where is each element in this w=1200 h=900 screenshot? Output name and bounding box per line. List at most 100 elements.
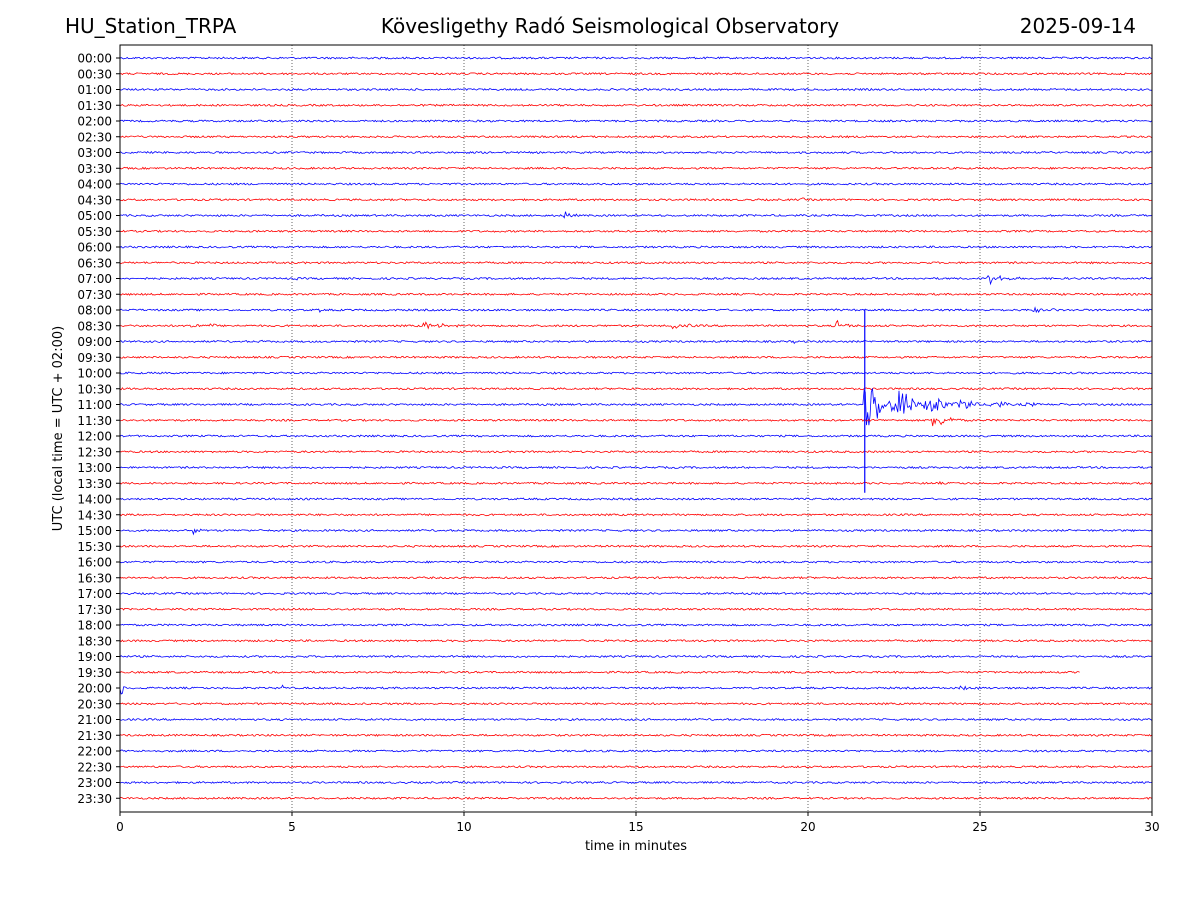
- x-grid: [291, 45, 981, 812]
- trace-12:30: [119, 450, 1152, 454]
- y-tick-label: 12:30: [77, 445, 112, 459]
- trace-04:00: [119, 182, 1152, 186]
- y-tick-label: 15:00: [77, 524, 112, 538]
- trace-16:00: [119, 560, 1152, 564]
- y-tick-label: 23:00: [77, 776, 112, 790]
- trace-05:30: [119, 229, 1152, 233]
- trace-00:30: [119, 72, 1153, 76]
- trace-19:30: [119, 670, 1080, 674]
- y-tick-label: 20:00: [77, 682, 112, 696]
- trace-20:30: [119, 702, 1152, 706]
- y-tick-label: 01:30: [77, 99, 112, 113]
- trace-21:00: [119, 717, 1153, 722]
- trace-11:00: [119, 388, 1152, 426]
- y-tick-label: 13:30: [77, 477, 112, 491]
- trace-03:00: [119, 150, 1152, 155]
- chart-title: Kövesligethy Radó Seismological Observat…: [380, 14, 840, 38]
- y-axis-label: UTC (local time = UTC + 02:00): [51, 326, 66, 531]
- y-tick-label: 11:00: [77, 398, 112, 412]
- chart-date: 2025-09-14: [1019, 14, 1136, 38]
- y-tick-label: 09:00: [77, 335, 112, 349]
- trace-10:30: [119, 387, 1153, 391]
- trace-07:30: [119, 292, 1152, 296]
- y-tick-label: 19:30: [77, 666, 112, 680]
- trace-18:30: [119, 639, 1152, 643]
- trace-13:00: [119, 465, 1153, 470]
- y-tick-label: 08:00: [77, 304, 112, 318]
- trace-16:30: [119, 576, 1152, 580]
- trace-13:30: [119, 480, 1153, 485]
- trace-20:00: [119, 684, 1152, 695]
- trace-15:30: [119, 544, 1152, 548]
- y-tick-label: 06:30: [77, 256, 112, 270]
- trace-08:00: [119, 306, 1153, 314]
- y-tick-label: 16:30: [77, 571, 112, 585]
- y-tick-label: 22:00: [77, 745, 112, 759]
- y-tick-label: 14:00: [77, 493, 112, 507]
- y-tick-label: 18:30: [77, 634, 112, 648]
- y-tick-label: 05:00: [77, 209, 112, 223]
- trace-22:00: [119, 749, 1152, 753]
- y-tick-label: 18:00: [77, 619, 112, 633]
- x-axis: 0 5 10 15 20 25 30: [116, 812, 1160, 834]
- trace-10:00: [119, 371, 1152, 375]
- y-tick-label: 14:30: [77, 508, 112, 522]
- y-tick-label: 21:30: [77, 729, 112, 743]
- trace-03:30: [119, 166, 1153, 170]
- x-tick-label: 10: [456, 820, 471, 834]
- y-tick-label: 03:30: [77, 162, 112, 176]
- y-tick-label: 01:00: [77, 83, 112, 97]
- trace-15:00: [119, 528, 1153, 536]
- trace-00:00: [119, 56, 1152, 60]
- y-tick-label: 10:30: [77, 382, 112, 396]
- trace-07:00: [119, 274, 1152, 286]
- y-tick-label: 19:00: [77, 650, 112, 664]
- y-tick-label: 00:30: [77, 67, 112, 81]
- trace-02:00: [119, 119, 1153, 123]
- trace-04:30: [119, 197, 1152, 202]
- y-tick-label: 02:00: [77, 115, 112, 129]
- y-tick-label: 09:30: [77, 351, 112, 365]
- station-name: HU_Station_TRPA: [65, 14, 237, 38]
- y-tick-label: 02:30: [77, 130, 112, 144]
- trace-09:30: [119, 355, 1152, 359]
- x-tick-label: 5: [288, 820, 296, 834]
- trace-05:00: [119, 211, 1152, 219]
- trace-21:30: [119, 733, 1153, 737]
- trace-11:30: [119, 416, 1152, 427]
- trace-23:30: [119, 796, 1153, 800]
- trace-06:00: [119, 245, 1153, 249]
- trace-18:00: [119, 623, 1152, 627]
- y-tick-label: 04:00: [77, 178, 112, 192]
- trace-14:00: [119, 497, 1153, 501]
- trace-17:30: [119, 607, 1152, 611]
- trace-17:00: [119, 591, 1153, 596]
- y-tick-label: 00:00: [77, 52, 112, 66]
- trace-08:30: [119, 319, 1152, 330]
- trace-22:30: [119, 765, 1152, 769]
- y-tick-label: 22:30: [77, 760, 112, 774]
- trace-14:30: [119, 513, 1153, 517]
- y-tick-label: 06:00: [77, 241, 112, 255]
- y-tick-label: 20:30: [77, 697, 112, 711]
- y-tick-label: 13:00: [77, 461, 112, 475]
- y-tick-label: 05:30: [77, 225, 112, 239]
- y-tick-label: 17:30: [77, 603, 112, 617]
- y-tick-label: 07:30: [77, 288, 112, 302]
- x-tick-label: 25: [972, 820, 987, 834]
- trace-06:30: [119, 261, 1153, 265]
- y-tick-label: 12:00: [77, 430, 112, 444]
- x-tick-label: 30: [1144, 820, 1159, 834]
- trace-12:00: [119, 434, 1153, 438]
- x-tick-label: 0: [116, 820, 124, 834]
- trace-01:30: [119, 103, 1153, 107]
- trace-02:30: [119, 135, 1153, 139]
- y-tick-label: 17:00: [77, 587, 112, 601]
- x-tick-label: 15: [628, 820, 643, 834]
- y-tick-label: 08:30: [77, 319, 112, 333]
- trace-01:00: [119, 87, 1152, 92]
- y-tick-label: 11:30: [77, 414, 112, 428]
- y-tick-label: 03:00: [77, 146, 112, 160]
